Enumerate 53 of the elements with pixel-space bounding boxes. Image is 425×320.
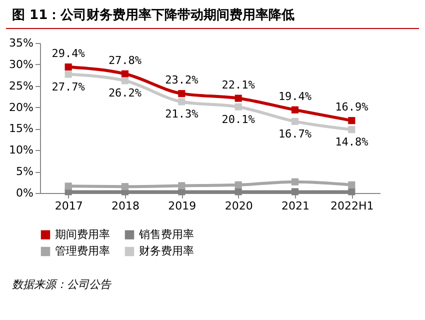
point xyxy=(234,94,242,102)
point xyxy=(348,181,356,188)
point xyxy=(234,103,242,110)
data-label: 27.8% xyxy=(108,54,142,67)
x-tick-label: 2020 xyxy=(224,200,253,212)
point xyxy=(348,188,356,196)
y-tick-label: 30% xyxy=(9,58,34,71)
point xyxy=(348,117,356,124)
point xyxy=(291,118,299,125)
data-label: 29.4% xyxy=(52,47,86,60)
source-note: 数据来源：公司公告 xyxy=(11,277,112,293)
data-label: 22.1% xyxy=(222,78,256,92)
point xyxy=(178,98,186,106)
data-label: 27.7% xyxy=(52,80,86,94)
data-label: 20.1% xyxy=(222,112,256,126)
y-tick-label: 0% xyxy=(16,186,34,200)
y-tick-label: 25% xyxy=(9,79,34,92)
y-tick-label: 15% xyxy=(9,122,34,136)
legend-label: 期间费用率 xyxy=(55,228,110,241)
legend-label: 销售费用率 xyxy=(138,228,194,241)
data-label: 26.2% xyxy=(108,86,142,100)
y-tick-label: 35% xyxy=(9,36,34,50)
point xyxy=(64,63,72,71)
point xyxy=(178,90,186,98)
point xyxy=(64,70,72,78)
point xyxy=(291,178,299,186)
point xyxy=(291,188,299,196)
point xyxy=(348,126,356,134)
point xyxy=(121,183,129,190)
x-tick-label: 2022H1 xyxy=(330,200,374,212)
point xyxy=(234,188,242,196)
legend-label: 管理费用率 xyxy=(55,244,110,258)
x-tick-label: 2018 xyxy=(112,200,140,212)
data-label: 23.2% xyxy=(165,74,199,87)
point xyxy=(121,77,129,84)
chart-title: 图 11：公司财务费用率下降带动期间费用率降低 xyxy=(6,0,419,29)
y-tick-label: 5% xyxy=(16,165,34,178)
data-label: 14.8% xyxy=(335,136,369,149)
x-tick-label: 2021 xyxy=(282,200,310,212)
data-label: 21.3% xyxy=(165,108,199,121)
point xyxy=(178,182,186,190)
legend-label: 财务费用率 xyxy=(139,244,194,258)
x-tick-label: 2019 xyxy=(168,200,196,212)
point xyxy=(64,182,72,190)
data-label: 16.7% xyxy=(278,127,312,140)
point xyxy=(234,181,242,188)
data-label: 19.4% xyxy=(278,90,312,103)
x-tick-label: 2017 xyxy=(54,200,83,212)
y-tick-label: 20% xyxy=(9,100,34,114)
point xyxy=(121,70,129,78)
point xyxy=(291,106,299,114)
data-label: 16.9% xyxy=(335,100,369,114)
y-tick-label: 10% xyxy=(9,144,34,157)
